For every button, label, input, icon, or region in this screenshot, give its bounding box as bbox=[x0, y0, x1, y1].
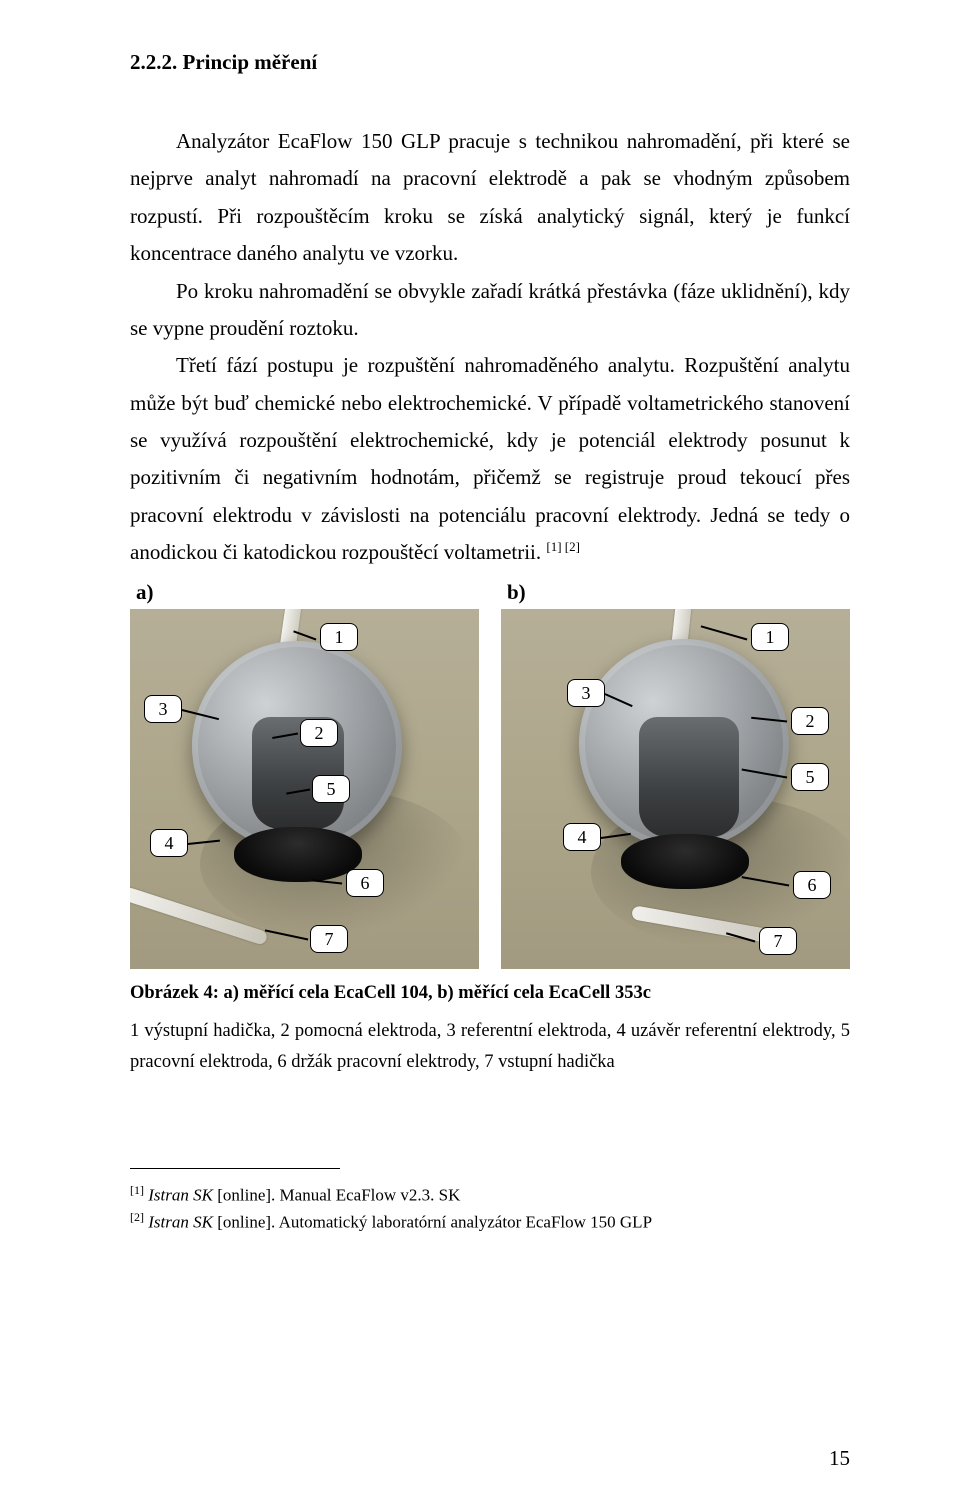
figure-b-photo: 1 3 2 5 4 6 7 bbox=[501, 609, 850, 969]
section-number: 2.2.2. bbox=[130, 50, 177, 74]
footnote-2-source: Istran SK bbox=[148, 1212, 213, 1231]
figure-b-callout-5: 5 bbox=[791, 763, 829, 791]
footnote-1-rest: [online]. Manual EcaFlow v2.3. SK bbox=[213, 1185, 460, 1204]
footnote-2: [2] Istran SK [online]. Automatický labo… bbox=[130, 1208, 850, 1235]
footnote-1-ref: [1] bbox=[130, 1183, 144, 1197]
footnotes: [1] Istran SK [online]. Manual EcaFlow v… bbox=[130, 1181, 850, 1235]
section-title: Princip měření bbox=[183, 50, 318, 74]
footnote-1: [1] Istran SK [online]. Manual EcaFlow v… bbox=[130, 1181, 850, 1208]
figure-b-callout-2: 2 bbox=[791, 707, 829, 735]
footnote-rule bbox=[130, 1168, 340, 1169]
figure-b-callout-3: 3 bbox=[567, 679, 605, 707]
paragraph-2: Po kroku nahromadění se obvykle zařadí k… bbox=[130, 273, 850, 348]
figure-a-callout-7: 7 bbox=[310, 925, 348, 953]
figure-legend: 1 výstupní hadička, 2 pomocná elektroda,… bbox=[130, 1016, 850, 1078]
figure-a-label: a) bbox=[130, 580, 479, 605]
figure-a-callout-1: 1 bbox=[320, 623, 358, 651]
section-heading: 2.2.2. Princip měření bbox=[130, 50, 850, 75]
figure-b-label: b) bbox=[501, 580, 850, 605]
footnote-2-rest: [online]. Automatický laboratórní analyz… bbox=[213, 1212, 652, 1231]
figure-row: a) 1 3 2 5 4 6 bbox=[130, 580, 850, 969]
paragraph-1: Analyzátor EcaFlow 150 GLP pracuje s tec… bbox=[130, 123, 850, 273]
figure-b-callout-6: 6 bbox=[793, 871, 831, 899]
paragraph-3-text: Třetí fází postupu je rozpuštění nahroma… bbox=[130, 353, 850, 564]
figure-b-callout-7: 7 bbox=[759, 927, 797, 955]
figure-a-photo: 1 3 2 5 4 6 7 bbox=[130, 609, 479, 969]
footnote-1-source: Istran SK bbox=[148, 1185, 213, 1204]
figure-b: b) 1 3 2 5 4 6 bbox=[501, 580, 850, 969]
figure-b-callout-4: 4 bbox=[563, 823, 601, 851]
figure-a-callout-4: 4 bbox=[150, 829, 188, 857]
paragraph-3-refs: [1] [2] bbox=[546, 539, 580, 554]
paragraph-3: Třetí fází postupu je rozpuštění nahroma… bbox=[130, 347, 850, 571]
figure-a-callout-3: 3 bbox=[144, 695, 182, 723]
page-number: 15 bbox=[829, 1446, 850, 1471]
figure-a: a) 1 3 2 5 4 6 bbox=[130, 580, 479, 969]
figure-caption: Obrázek 4: a) měřící cela EcaCell 104, b… bbox=[130, 983, 850, 1004]
footnote-2-ref: [2] bbox=[130, 1210, 144, 1224]
figure-b-callout-1: 1 bbox=[751, 623, 789, 651]
figure-a-callout-6: 6 bbox=[346, 869, 384, 897]
figure-a-callout-5: 5 bbox=[312, 775, 350, 803]
figure-a-callout-2: 2 bbox=[300, 719, 338, 747]
